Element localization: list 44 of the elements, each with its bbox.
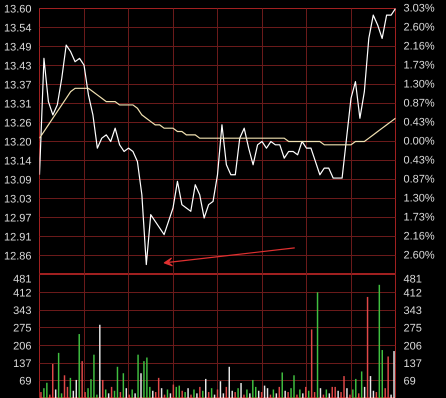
y2-tick-label: 1.30% <box>404 192 435 205</box>
y-tick-label: 343 <box>13 305 32 318</box>
y-tick-label: 13.03 <box>4 193 32 206</box>
y2-tick-label: 2.60% <box>404 21 435 34</box>
line-series <box>40 88 396 146</box>
y2-tick-label: 3.03% <box>404 2 435 14</box>
y-tick-label: 12.91 <box>4 232 32 244</box>
y-tick-label: 13.37 <box>4 80 32 92</box>
y2-tick-label: 0.87% <box>404 174 435 186</box>
y-tick-label: 13.54 <box>4 22 32 34</box>
y2-tick-label: 0.43% <box>404 154 435 166</box>
y-tick-label: 13.09 <box>4 174 32 186</box>
y-tick-label: 13.60 <box>4 4 32 16</box>
y2-tick-label: 69 <box>404 376 416 388</box>
y-tick-label: 412 <box>13 287 32 300</box>
y2-tick-label: 2.60% <box>404 250 435 262</box>
y-tick-label: 13.20 <box>4 136 32 148</box>
y-tick-label: 13.14 <box>4 155 32 168</box>
y2-tick-label: 2.16% <box>404 40 435 53</box>
y2-tick-label: 1.73% <box>404 211 435 224</box>
y-tick-label: 481 <box>13 274 32 286</box>
y-tick-label: 206 <box>13 340 32 352</box>
y-tick-label: 13.26 <box>4 118 32 130</box>
y2-tick-label: 1.30% <box>404 78 435 90</box>
y2-tick-label: 137 <box>404 358 422 370</box>
y2-tick-label: 0.43% <box>404 116 435 129</box>
y2-tick-label: 1.73% <box>404 60 435 72</box>
y2-tick-label: 481 <box>404 274 422 286</box>
y2-tick-label: 412 <box>404 287 422 300</box>
y-tick-label: 275 <box>13 322 32 335</box>
y2-tick-label: 343 <box>404 305 422 318</box>
y-tick-label: 13.31 <box>4 98 32 111</box>
y-tick-label: 12.86 <box>4 250 32 263</box>
y-tick-label: 13.49 <box>4 41 32 54</box>
y2-tick-label: 0.00% <box>404 136 435 148</box>
y-tick-label: 69 <box>19 376 32 388</box>
y-tick-label: 13.43 <box>4 60 32 72</box>
y2-tick-label: 275 <box>404 322 422 335</box>
line-series <box>40 8 396 266</box>
y2-tick-label: 206 <box>404 340 422 352</box>
y-tick-label: 137 <box>13 358 32 370</box>
y2-tick-label: 0.87% <box>404 97 435 110</box>
y-tick-label: 12.97 <box>4 212 32 225</box>
y2-tick-label: 2.16% <box>404 230 435 242</box>
